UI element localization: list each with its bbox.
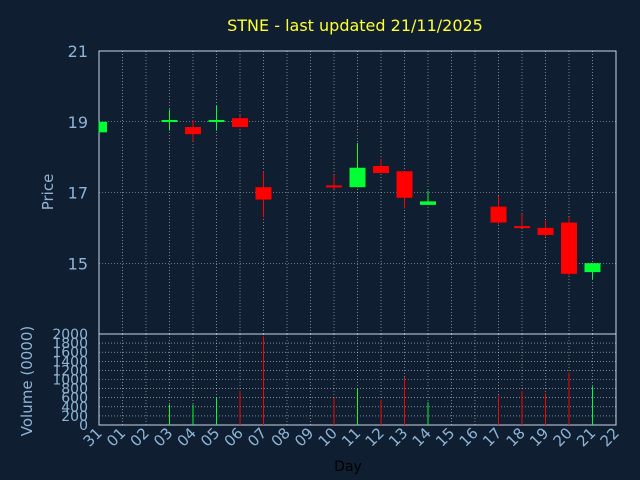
x-tick-label: 02 [127, 424, 153, 450]
x-tick-label: 18 [503, 424, 529, 450]
volume-tick-label: 200 [61, 409, 88, 425]
x-tick-label: 12 [362, 424, 388, 450]
volume-tick-label: 1600 [52, 345, 88, 361]
candle-body [537, 227, 554, 235]
x-tick-label: 03 [150, 424, 176, 450]
x-tick-labels: 3101020304050607080910111213141516171819… [80, 424, 623, 450]
volume-tick-label: 1800 [52, 336, 88, 352]
volume-tick-label: 800 [61, 382, 88, 398]
volume-tick-label: 1000 [52, 373, 88, 389]
candle-body [99, 121, 107, 133]
price-tick-label: 15 [68, 254, 88, 273]
candle-body [255, 187, 272, 200]
chart-title: STNE - last updated 21/11/2025 [227, 16, 483, 35]
candle-body [208, 119, 225, 122]
volume-bars [169, 336, 593, 425]
x-tick-label: 01 [103, 424, 129, 450]
x-tick-label: 21 [573, 424, 599, 450]
x-tick-label: 08 [268, 424, 294, 450]
candle-body [420, 201, 436, 205]
x-tick-label: 20 [550, 424, 576, 450]
volume-axis-label: Volume (0000) [18, 326, 36, 436]
x-tick-label: 04 [174, 424, 200, 450]
volume-tick-label: 0 [79, 418, 88, 434]
price-tick-label: 21 [68, 42, 88, 61]
volume-tick-label: 600 [61, 391, 88, 407]
candle-body [396, 171, 413, 198]
candle-body [161, 119, 178, 122]
x-axis-label: Day [334, 459, 362, 475]
volume-tick-label: 400 [61, 400, 88, 416]
x-tick-label: 09 [291, 424, 317, 450]
x-tick-label: 19 [526, 424, 552, 450]
candle-body [326, 185, 342, 188]
x-tick-label: 16 [456, 424, 482, 450]
candle-body [232, 118, 248, 128]
candle-body [373, 165, 389, 174]
volume-tick-label: 1200 [52, 363, 88, 379]
candle-body [490, 206, 507, 223]
x-tick-label: 14 [409, 424, 435, 450]
x-tick-label: 07 [244, 424, 270, 450]
x-tick-label: 06 [221, 424, 247, 450]
price-tick-label: 17 [68, 184, 88, 203]
x-tick-label: 15 [432, 424, 458, 450]
candle-body [349, 167, 366, 188]
price-tick-label: 19 [68, 113, 88, 132]
candle-body [185, 127, 201, 135]
x-tick-label: 11 [338, 424, 364, 450]
x-tick-label: 22 [597, 424, 623, 450]
candles [98, 105, 601, 280]
candle-body [584, 263, 601, 273]
x-tick-label: 10 [315, 424, 341, 450]
volume-tick-label: 1400 [52, 354, 88, 370]
price-axis-label: Price [39, 174, 57, 211]
x-tick-label: 17 [479, 424, 505, 450]
candle-body [561, 222, 577, 274]
x-tick-label: 05 [197, 424, 223, 450]
volume-tick-label: 2000 [52, 327, 88, 343]
candle-body [514, 226, 530, 229]
y-tick-labels: 15 17 19 21 02004006008001000120014001600180… [52, 42, 88, 434]
x-tick-label: 13 [385, 424, 411, 450]
